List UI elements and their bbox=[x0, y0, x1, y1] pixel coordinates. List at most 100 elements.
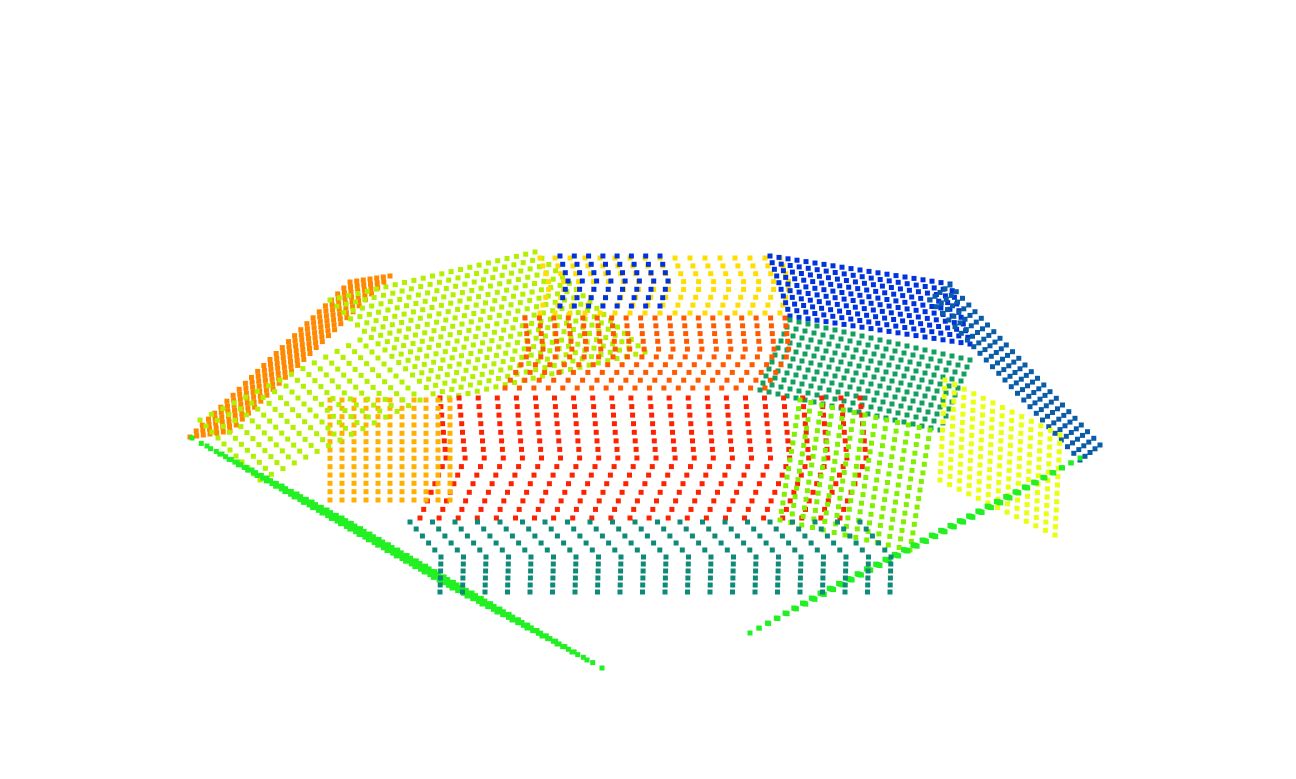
point bbox=[895, 410, 901, 416]
point bbox=[1022, 362, 1028, 368]
point bbox=[440, 506, 446, 512]
point bbox=[577, 498, 583, 504]
point bbox=[756, 481, 762, 487]
point bbox=[960, 411, 966, 417]
point bbox=[690, 446, 696, 452]
point bbox=[973, 319, 979, 325]
point bbox=[686, 369, 692, 375]
point bbox=[668, 412, 674, 418]
point bbox=[573, 568, 579, 574]
point bbox=[376, 373, 382, 379]
point bbox=[435, 489, 441, 495]
point bbox=[834, 276, 840, 282]
point bbox=[529, 289, 535, 295]
point bbox=[255, 424, 261, 430]
point bbox=[947, 473, 953, 479]
point bbox=[580, 315, 586, 321]
point bbox=[261, 367, 267, 373]
point bbox=[1007, 451, 1013, 457]
point bbox=[769, 382, 775, 388]
point bbox=[1067, 419, 1073, 425]
point bbox=[466, 327, 472, 333]
point bbox=[375, 414, 381, 420]
point bbox=[535, 630, 541, 636]
point bbox=[331, 322, 337, 328]
point bbox=[825, 501, 831, 507]
point bbox=[947, 282, 953, 288]
point bbox=[594, 305, 600, 311]
point bbox=[640, 575, 646, 581]
point bbox=[441, 294, 447, 300]
point bbox=[634, 498, 640, 504]
point bbox=[796, 319, 802, 325]
point bbox=[520, 622, 526, 628]
point bbox=[327, 397, 333, 403]
point bbox=[400, 397, 406, 403]
point bbox=[1049, 470, 1055, 475]
point bbox=[324, 390, 330, 396]
point bbox=[889, 355, 895, 361]
point bbox=[285, 436, 291, 442]
point bbox=[330, 413, 336, 419]
point bbox=[375, 472, 381, 478]
point bbox=[368, 286, 374, 292]
point bbox=[783, 274, 789, 280]
point bbox=[731, 554, 736, 560]
point bbox=[898, 403, 904, 409]
point bbox=[571, 253, 577, 259]
point bbox=[318, 324, 324, 330]
point bbox=[537, 310, 543, 316]
point bbox=[380, 545, 386, 551]
point bbox=[489, 369, 494, 375]
point bbox=[388, 385, 394, 391]
point bbox=[768, 323, 774, 329]
point bbox=[348, 414, 354, 420]
point bbox=[682, 323, 688, 329]
point bbox=[347, 526, 353, 532]
point bbox=[776, 554, 781, 560]
point bbox=[753, 489, 759, 495]
point bbox=[786, 346, 792, 352]
point bbox=[844, 498, 850, 504]
point bbox=[863, 475, 869, 480]
upper-right-facet bbox=[767, 253, 973, 347]
point bbox=[370, 367, 376, 373]
point bbox=[514, 340, 520, 346]
point bbox=[901, 396, 907, 402]
point bbox=[573, 318, 579, 324]
point bbox=[1075, 436, 1080, 442]
point bbox=[848, 266, 854, 272]
point bbox=[850, 323, 856, 329]
point bbox=[540, 263, 546, 269]
point bbox=[813, 436, 819, 442]
point bbox=[355, 322, 360, 328]
point bbox=[307, 351, 313, 356]
point bbox=[300, 366, 306, 372]
point bbox=[263, 478, 269, 484]
point bbox=[756, 625, 762, 631]
point bbox=[1021, 484, 1027, 490]
point bbox=[369, 349, 375, 355]
point bbox=[628, 395, 634, 401]
point bbox=[842, 575, 848, 581]
point bbox=[438, 568, 444, 574]
point bbox=[632, 438, 638, 444]
point bbox=[346, 360, 352, 366]
point bbox=[414, 355, 420, 361]
point bbox=[354, 278, 360, 284]
point bbox=[832, 270, 838, 275]
point bbox=[991, 329, 997, 335]
point bbox=[745, 421, 751, 427]
point bbox=[399, 288, 405, 294]
point bbox=[502, 264, 508, 270]
point bbox=[934, 411, 940, 417]
point bbox=[573, 464, 579, 470]
point bbox=[650, 506, 656, 512]
point bbox=[351, 414, 357, 420]
point bbox=[361, 287, 367, 293]
point bbox=[887, 462, 893, 468]
point bbox=[404, 303, 409, 309]
point bbox=[724, 547, 730, 553]
